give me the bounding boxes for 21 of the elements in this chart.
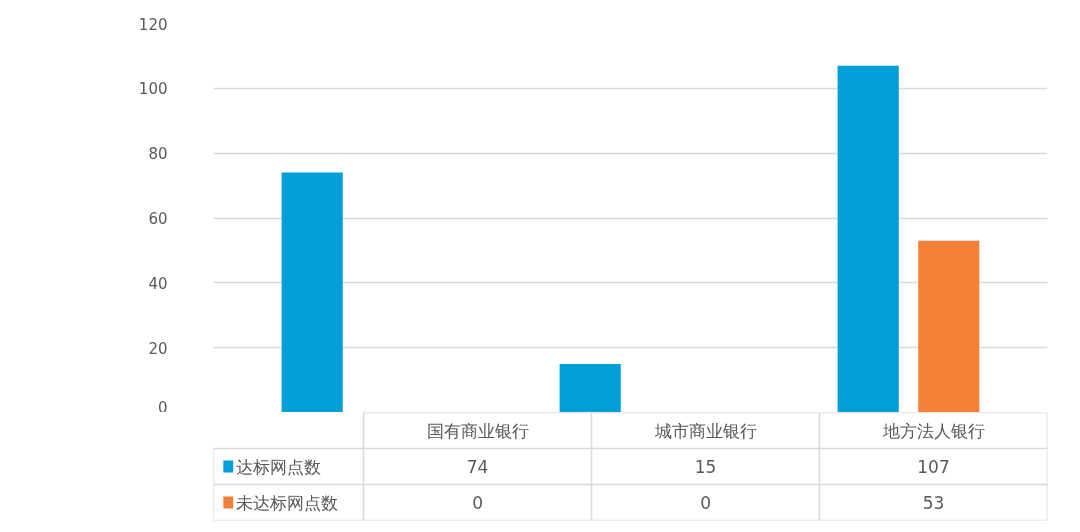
data-label: 53 <box>922 493 945 513</box>
data-label: 0 <box>700 493 711 513</box>
data-label: 74 <box>466 457 489 477</box>
y-tick-label: 80 <box>148 145 168 164</box>
x-tick-label: 国有商业银行 <box>426 420 529 441</box>
y-tick-label: 20 <box>148 339 168 358</box>
data-label: 15 <box>694 457 717 477</box>
legend-label: 达标网点数 <box>236 456 322 477</box>
bar <box>837 65 899 412</box>
data-label: 0 <box>472 493 483 513</box>
bar <box>281 172 343 412</box>
y-tick-label: 60 <box>148 210 168 228</box>
y-tick-label: 0 <box>157 398 168 417</box>
y-tick-label: 40 <box>148 274 168 293</box>
bar <box>918 240 980 412</box>
data-label: 107 <box>917 457 950 477</box>
x-tick-label: 地方法人银行 <box>881 420 985 441</box>
y-tick-label: 120 <box>138 15 168 34</box>
y-tick-label: 100 <box>138 80 168 99</box>
legend-label: 未达标网点数 <box>236 492 339 513</box>
x-tick-label: 城市商业银行 <box>653 420 757 441</box>
